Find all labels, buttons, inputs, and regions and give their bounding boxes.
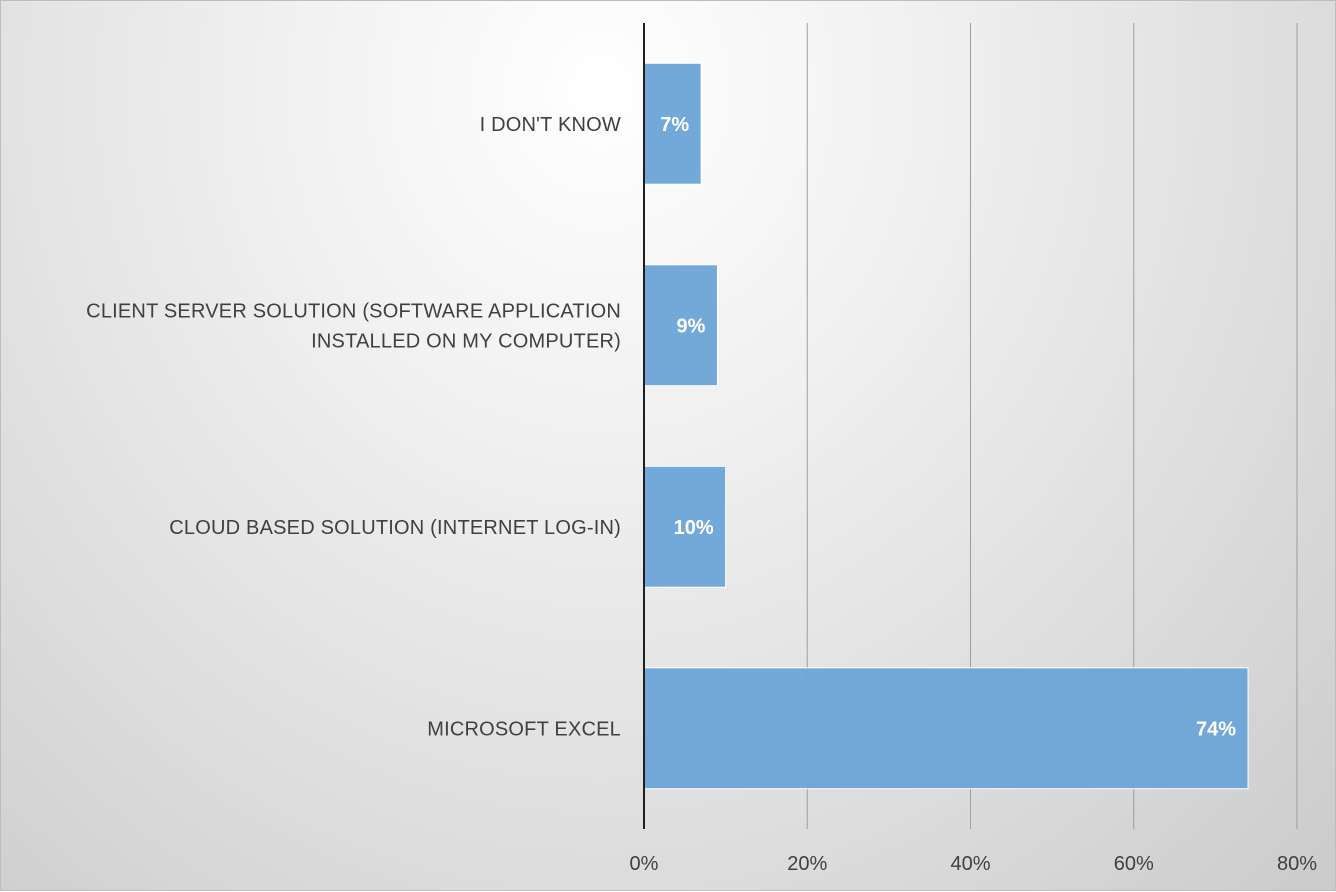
category-label-1: CLOUD BASED SOLUTION (INTERNET LOG-IN) (169, 517, 621, 539)
x-tick-label-60: 60% (1114, 853, 1154, 875)
data-label-0: 74% (1196, 718, 1236, 740)
category-label-line: I DON'T KNOW (480, 114, 621, 136)
category-label-0: MICROSOFT EXCEL (427, 718, 621, 740)
category-label-line: CLOUD BASED SOLUTION (INTERNET LOG-IN) (169, 517, 621, 539)
x-tick-label-80: 80% (1277, 853, 1317, 875)
bar-2 (643, 264, 718, 387)
data-label-2: 9% (677, 315, 706, 337)
data-label-3: 7% (660, 114, 689, 136)
data-label-1: 10% (674, 517, 714, 539)
x-tick-label-0: 0% (630, 853, 659, 875)
category-label-line: MICROSOFT EXCEL (427, 718, 621, 740)
bar-1 (643, 465, 727, 588)
category-label-line: INSTALLED ON MY COMPUTER) (311, 330, 621, 352)
category-label-3: I DON'T KNOW (480, 114, 621, 136)
category-label-2: CLIENT SERVER SOLUTION (SOFTWARE APPLICA… (86, 300, 621, 352)
bar-0 (643, 667, 1249, 790)
bar-3 (643, 62, 702, 185)
x-tick-label-20: 20% (787, 853, 827, 875)
x-tick-label-40: 40% (950, 853, 990, 875)
category-label-line: CLIENT SERVER SOLUTION (SOFTWARE APPLICA… (86, 300, 621, 322)
